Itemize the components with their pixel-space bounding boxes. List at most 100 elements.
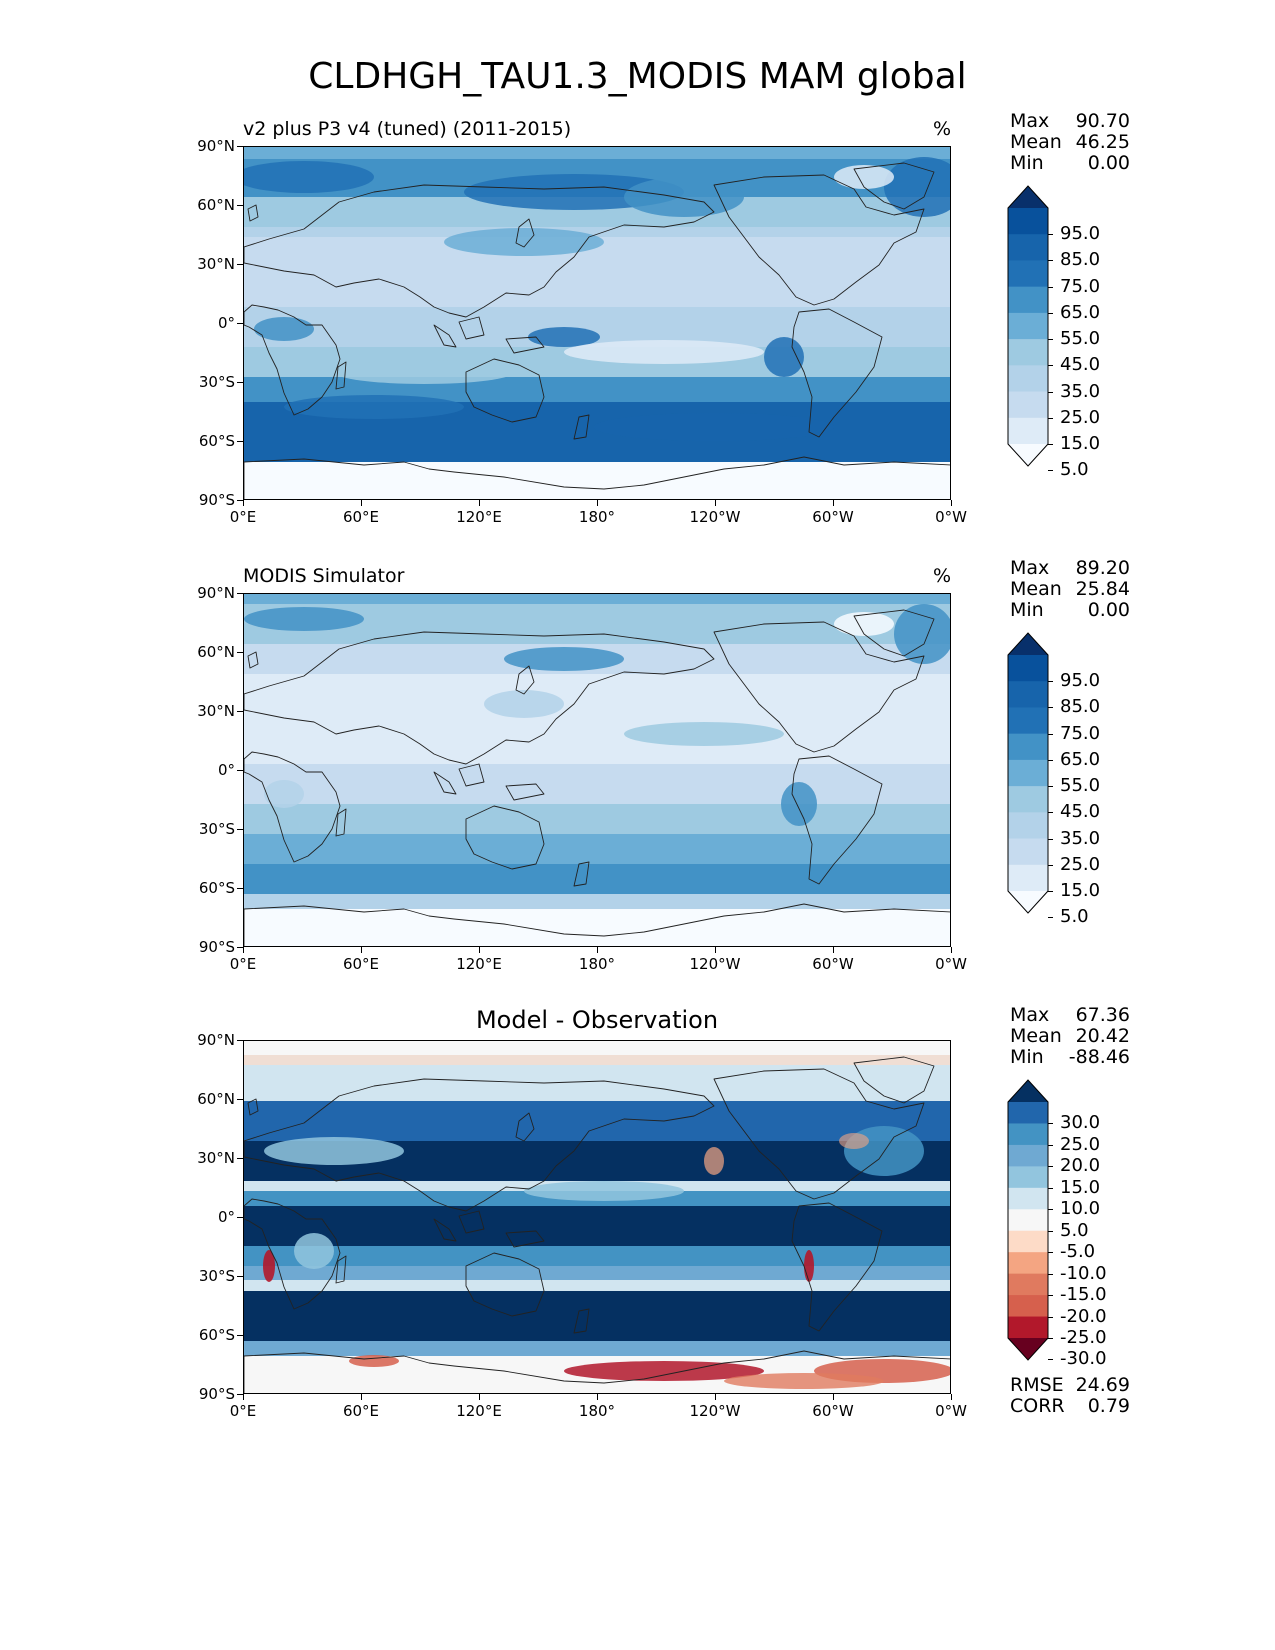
lat-tick-mark (237, 593, 243, 594)
map-field-blob (294, 1233, 334, 1269)
coastline-eurasia (244, 631, 715, 765)
lat-tick-label: 30°N (197, 702, 235, 720)
map-field-band (244, 604, 950, 644)
colorbar-tick-mark (1048, 1273, 1053, 1275)
coastline-borneo (458, 1210, 485, 1234)
lat-tick-mark (237, 652, 243, 653)
map-field-blob (349, 1355, 399, 1367)
colorbar-extend-bottom (1008, 444, 1048, 466)
map-field-band (244, 764, 950, 804)
lon-tick-label: 120°W (689, 1402, 741, 1420)
lon-tick-label: 60°W (812, 955, 854, 973)
map-field-blob (244, 161, 374, 193)
colorbar-tick-mark (1048, 1166, 1053, 1168)
map-field-blob (764, 337, 804, 377)
lat-tick-mark (237, 829, 243, 830)
lon-tick-label: 0°W (935, 508, 967, 526)
colorbar-tick-label: -5.0 (1060, 1241, 1096, 1263)
panel-difference-map (243, 1040, 951, 1394)
lat-tick-label: 0° (217, 314, 235, 332)
map-field-blob (264, 1137, 404, 1165)
stat-value: 0.00 (1087, 599, 1130, 621)
map-field-blob (724, 1373, 884, 1389)
stat-name: Mean (1010, 1025, 1062, 1047)
coastline-samerica (791, 755, 883, 885)
colorbar-swatch (1008, 1230, 1048, 1253)
colorbar-tick-mark (1048, 1316, 1053, 1318)
map-field-blob (334, 360, 514, 384)
lat-tick-mark (237, 205, 243, 206)
lon-tick-label: 0°E (229, 955, 257, 973)
lat-tick-label: 30°S (198, 820, 235, 838)
panel-observation-map (243, 593, 951, 947)
lon-tick-mark (715, 947, 716, 953)
colorbar-extend-top (1008, 1080, 1048, 1102)
map-field-blob (894, 604, 950, 664)
lon-tick-mark (597, 1394, 598, 1400)
coastline-sumatra (433, 324, 457, 348)
colorbar-tick-label: 75.0 (1060, 275, 1101, 297)
map-field-blob (284, 395, 464, 419)
map-field-blob (624, 177, 744, 217)
lon-tick-mark (361, 1394, 362, 1400)
coastline-nz (573, 1308, 590, 1334)
map-field-blob (564, 340, 764, 364)
lat-tick-mark (237, 1158, 243, 1159)
colorbar-extend-top (1008, 633, 1048, 655)
coastline-antarctica (244, 903, 950, 946)
colorbar-swatch (1008, 1166, 1048, 1189)
colorbar-swatch (1008, 208, 1048, 235)
lat-tick-mark (237, 500, 243, 501)
lat-tick-mark (237, 711, 243, 712)
map-field-band (244, 1291, 950, 1341)
colorbar-tick-label: -10.0 (1060, 1262, 1107, 1284)
lon-tick-label: 60°E (342, 508, 380, 526)
coastline-uk (247, 651, 259, 669)
map-field-band (244, 1356, 950, 1364)
colorbar-swatch (1008, 1316, 1048, 1339)
lat-tick-label: 60°S (198, 879, 235, 897)
lon-tick-label: 120°E (456, 955, 502, 973)
lat-tick-label: 60°S (198, 1326, 235, 1344)
lon-tick-label: 180° (578, 1402, 616, 1420)
coastline-newguinea (505, 1230, 545, 1248)
panel-difference-stat-max: Max 67.36 (1010, 1004, 1130, 1026)
colorbar-tick-mark (1048, 1359, 1053, 1361)
stat-name: Max (1010, 110, 1050, 132)
coastline-nz (573, 861, 590, 887)
lon-tick-label: 180° (578, 508, 616, 526)
panel-difference-map-svg (244, 1041, 950, 1393)
coastline-madagascar (335, 808, 347, 837)
lat-tick-mark (237, 441, 243, 442)
map-field-band (244, 1341, 950, 1359)
colorbar-tick-mark (1048, 444, 1053, 445)
lon-tick-mark (597, 500, 598, 506)
coastline-newguinea (505, 336, 545, 354)
lon-tick-label: 0°E (229, 508, 257, 526)
colorbar-tick-mark (1048, 1209, 1053, 1211)
colorbar-tick-label: 5.0 (1060, 1219, 1089, 1241)
lon-tick-label: 60°E (342, 955, 380, 973)
colorbar-tick-mark (1048, 365, 1053, 367)
figure-title: CLDHGH_TAU1.3_MODIS MAM global (308, 56, 967, 97)
coastline-australia (465, 805, 545, 870)
map-field-blob (624, 722, 784, 746)
metric-name: RMSE (1010, 1374, 1064, 1396)
colorbar-tick-mark (1048, 917, 1053, 919)
panel-difference-stat-mean: Mean 20.42 (1010, 1025, 1130, 1047)
colorbar-swatch (1008, 733, 1048, 761)
lon-tick-mark (715, 1394, 716, 1400)
stat-name: Max (1010, 557, 1050, 579)
colorbar-swatch (1008, 655, 1048, 682)
colorbar-swatch (1008, 1273, 1048, 1296)
coastline-namerica (713, 621, 925, 753)
lat-tick-mark (237, 1217, 243, 1218)
lon-tick-mark (715, 500, 716, 506)
map-field-blob (781, 782, 817, 826)
lon-tick-mark (479, 947, 480, 953)
colorbar-tick-label: 95.0 (1060, 223, 1101, 245)
map-field-band (244, 834, 950, 864)
panel-difference-label: Model - Observation (475, 1006, 719, 1034)
lon-tick-label: 180° (578, 955, 616, 973)
colorbar-swatch (1008, 1102, 1048, 1124)
